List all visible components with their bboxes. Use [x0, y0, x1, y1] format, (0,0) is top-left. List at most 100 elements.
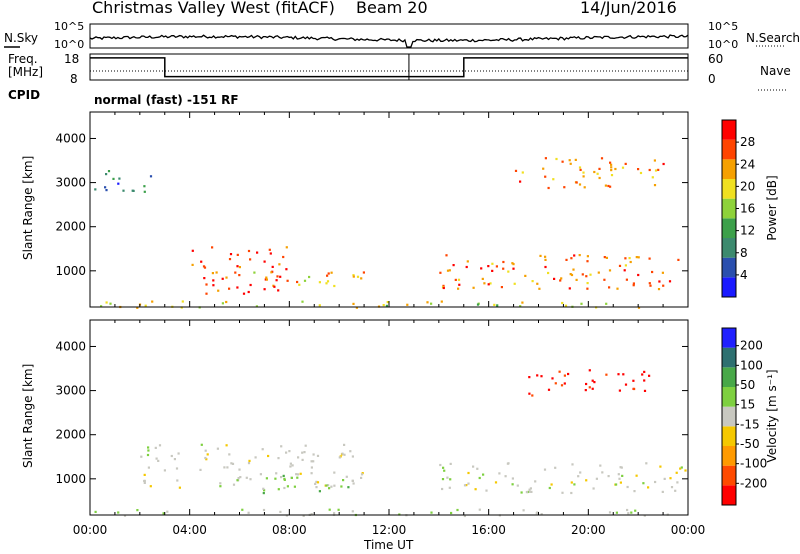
power-cell-region-2 [308, 275, 311, 279]
power-cell-region-4 [578, 183, 582, 186]
power-cell-region-4 [624, 162, 627, 165]
velocity-cell-region-2 [347, 486, 350, 489]
power-cell-region-4 [593, 170, 596, 174]
power-cell-region-1 [285, 246, 288, 249]
power-cell-region-4 [544, 175, 547, 178]
velocity-cell-region-3 [676, 481, 679, 484]
velocity-colorbar-label: 100 [740, 358, 763, 372]
velocity-cell-region-1 [245, 476, 248, 479]
power-cell-region-2 [270, 271, 273, 274]
velocity-cell-region-2 [283, 478, 286, 481]
power-cell-region-4 [563, 186, 566, 189]
power-cell-region-5 [122, 189, 125, 192]
velocity-cell-region-1 [341, 452, 344, 455]
velocity-cell-region-4 [641, 373, 644, 376]
velocity-cell-region-3 [482, 473, 485, 476]
power-colorbar-segment [722, 120, 736, 140]
power-cell-region-5 [132, 189, 135, 192]
velocity-colorbar-label: -15 [740, 417, 760, 431]
power-cell-region-4 [579, 168, 582, 171]
power-cell-region-1 [263, 260, 266, 263]
power-cell-region-3 [569, 273, 572, 276]
power-cell-region-0 [225, 300, 228, 304]
power-cell-region-1 [205, 292, 208, 295]
power-cell-region-3 [446, 269, 450, 272]
power-cell-region-0 [109, 302, 112, 305]
power-cell-region-0 [496, 304, 499, 307]
power-cell-region-3 [608, 269, 612, 272]
power-cell-region-3 [491, 262, 494, 265]
velocity-cell-region-4 [591, 387, 594, 390]
velocity-cell-region-2 [340, 485, 343, 488]
power-cell-region-1 [221, 277, 224, 280]
power-cell-region-4 [600, 157, 604, 160]
power-cell-region-3 [649, 284, 652, 287]
power-cell-region-4 [607, 184, 610, 188]
velocity-cell-region-3 [573, 483, 576, 486]
power-cell-region-1 [282, 255, 285, 259]
cpid-text: normal (fast) -151 RF [94, 93, 239, 107]
power-cell-region-3 [623, 269, 626, 272]
power-cell-region-3 [637, 273, 640, 277]
power-cell-region-4 [610, 174, 614, 177]
velocity-colorbar-label: 15 [740, 398, 755, 412]
velocity-cell-region-1 [177, 452, 180, 455]
velocity-cell-region-1 [143, 481, 146, 484]
velocity-cell-region-3 [511, 477, 514, 480]
power-cell-region-4 [583, 186, 586, 189]
velocity-cell-region-1 [301, 458, 304, 461]
velocity-cell-region-4 [588, 386, 591, 389]
noise-sky-line [89, 34, 689, 48]
velocity-cell-region-1 [147, 446, 150, 449]
power-colorbar-segment [722, 218, 736, 238]
power-cell-region-5 [149, 175, 153, 178]
velocity-cell-region-0 [615, 511, 618, 514]
velocity-colorbar-segment [722, 426, 736, 446]
velocity-cell-region-1 [312, 453, 315, 456]
velocity-ytick-label: 2000 [55, 428, 86, 442]
velocity-cell-region-3 [663, 477, 666, 480]
power-cell-region-0 [406, 303, 409, 306]
velocity-cell-region-1 [143, 473, 146, 476]
power-cell-region-3 [547, 271, 550, 275]
velocity-cell-region-3 [467, 471, 470, 475]
velocity-cell-region-3 [571, 463, 574, 466]
freq-tick-bottom: 8 [70, 72, 78, 86]
velocity-cell-region-0 [627, 512, 630, 515]
velocity-cell-region-0 [536, 511, 539, 514]
power-cell-region-3 [589, 273, 592, 276]
velocity-cell-region-3 [626, 485, 629, 489]
power-cell-region-4 [568, 159, 571, 162]
power-cell-region-5 [117, 182, 120, 185]
velocity-cell-region-3 [675, 471, 678, 474]
power-cell-region-3 [597, 271, 600, 274]
power-cell-region-0 [301, 300, 304, 303]
velocity-cell-region-1 [219, 485, 222, 488]
velocity-cell-region-1 [223, 466, 226, 469]
velocity-cell-region-2 [274, 477, 277, 480]
velocity-cell-region-1 [238, 468, 241, 471]
velocity-cell-region-0 [634, 509, 637, 512]
velocity-cell-region-4 [624, 383, 628, 386]
velocity-cell-region-0 [450, 511, 453, 515]
velocity-colorbar-label: -50 [740, 437, 760, 451]
power-cell-region-0 [318, 304, 321, 307]
velocity-cell-region-1 [280, 476, 283, 479]
velocity-cell-region-0 [630, 511, 633, 514]
power-cell-region-1 [191, 263, 194, 266]
velocity-cell-region-1 [254, 456, 257, 459]
velocity-cell-region-4 [593, 381, 596, 384]
power-cell-region-3 [668, 280, 672, 283]
power-cell-region-3 [624, 257, 627, 260]
power-cell-region-2 [303, 279, 307, 282]
power-cell-region-4 [552, 178, 555, 181]
power-cell-region-2 [286, 279, 289, 282]
power-cell-region-2 [360, 277, 363, 280]
velocity-cell-region-4 [633, 387, 636, 391]
velocity-cell-region-3 [543, 468, 547, 471]
velocity-cell-region-1 [226, 466, 229, 469]
power-colorbar-segment [722, 159, 736, 179]
power-cell-region-0 [564, 304, 568, 307]
power-cell-region-1 [276, 275, 279, 278]
power-cell-region-4 [609, 161, 612, 164]
